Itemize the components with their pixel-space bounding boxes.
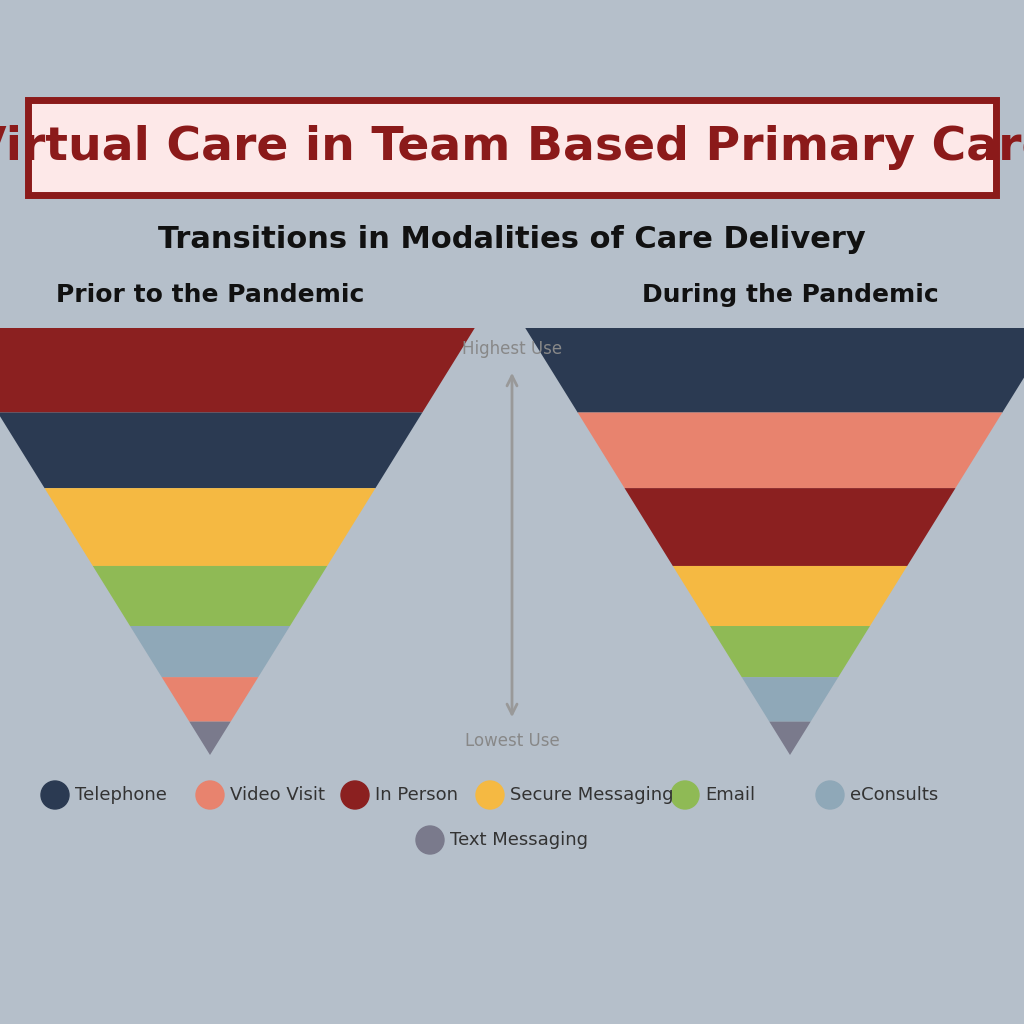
Text: Virtual Care in Team Based Primary Care: Virtual Care in Team Based Primary Care bbox=[0, 125, 1024, 170]
Text: Text Messaging: Text Messaging bbox=[450, 831, 588, 849]
Polygon shape bbox=[673, 566, 907, 626]
Polygon shape bbox=[710, 626, 870, 677]
Polygon shape bbox=[189, 722, 230, 755]
Polygon shape bbox=[93, 566, 328, 626]
Circle shape bbox=[41, 781, 69, 809]
Polygon shape bbox=[769, 722, 811, 755]
Circle shape bbox=[816, 781, 844, 809]
Text: eConsults: eConsults bbox=[850, 786, 938, 804]
Text: Lowest Use: Lowest Use bbox=[465, 732, 559, 750]
Text: Secure Messaging: Secure Messaging bbox=[510, 786, 674, 804]
Text: Prior to the Pandemic: Prior to the Pandemic bbox=[56, 283, 365, 307]
Polygon shape bbox=[625, 488, 955, 566]
Polygon shape bbox=[741, 677, 839, 722]
Text: Transitions in Modalities of Care Delivery: Transitions in Modalities of Care Delive… bbox=[158, 225, 866, 255]
Polygon shape bbox=[0, 328, 475, 413]
Circle shape bbox=[671, 781, 699, 809]
Text: In Person: In Person bbox=[375, 786, 458, 804]
Text: Email: Email bbox=[705, 786, 755, 804]
Polygon shape bbox=[130, 626, 290, 677]
Circle shape bbox=[416, 826, 444, 854]
Circle shape bbox=[196, 781, 224, 809]
Bar bbox=[28, 100, 996, 195]
Circle shape bbox=[341, 781, 369, 809]
Polygon shape bbox=[44, 488, 376, 566]
Text: During the Pandemic: During the Pandemic bbox=[642, 283, 938, 307]
Text: Telephone: Telephone bbox=[75, 786, 167, 804]
Text: Highest Use: Highest Use bbox=[462, 340, 562, 358]
Polygon shape bbox=[525, 328, 1024, 413]
Circle shape bbox=[476, 781, 504, 809]
Text: Video Visit: Video Visit bbox=[230, 786, 325, 804]
Polygon shape bbox=[162, 677, 258, 722]
Polygon shape bbox=[578, 413, 1002, 488]
Polygon shape bbox=[0, 413, 422, 488]
